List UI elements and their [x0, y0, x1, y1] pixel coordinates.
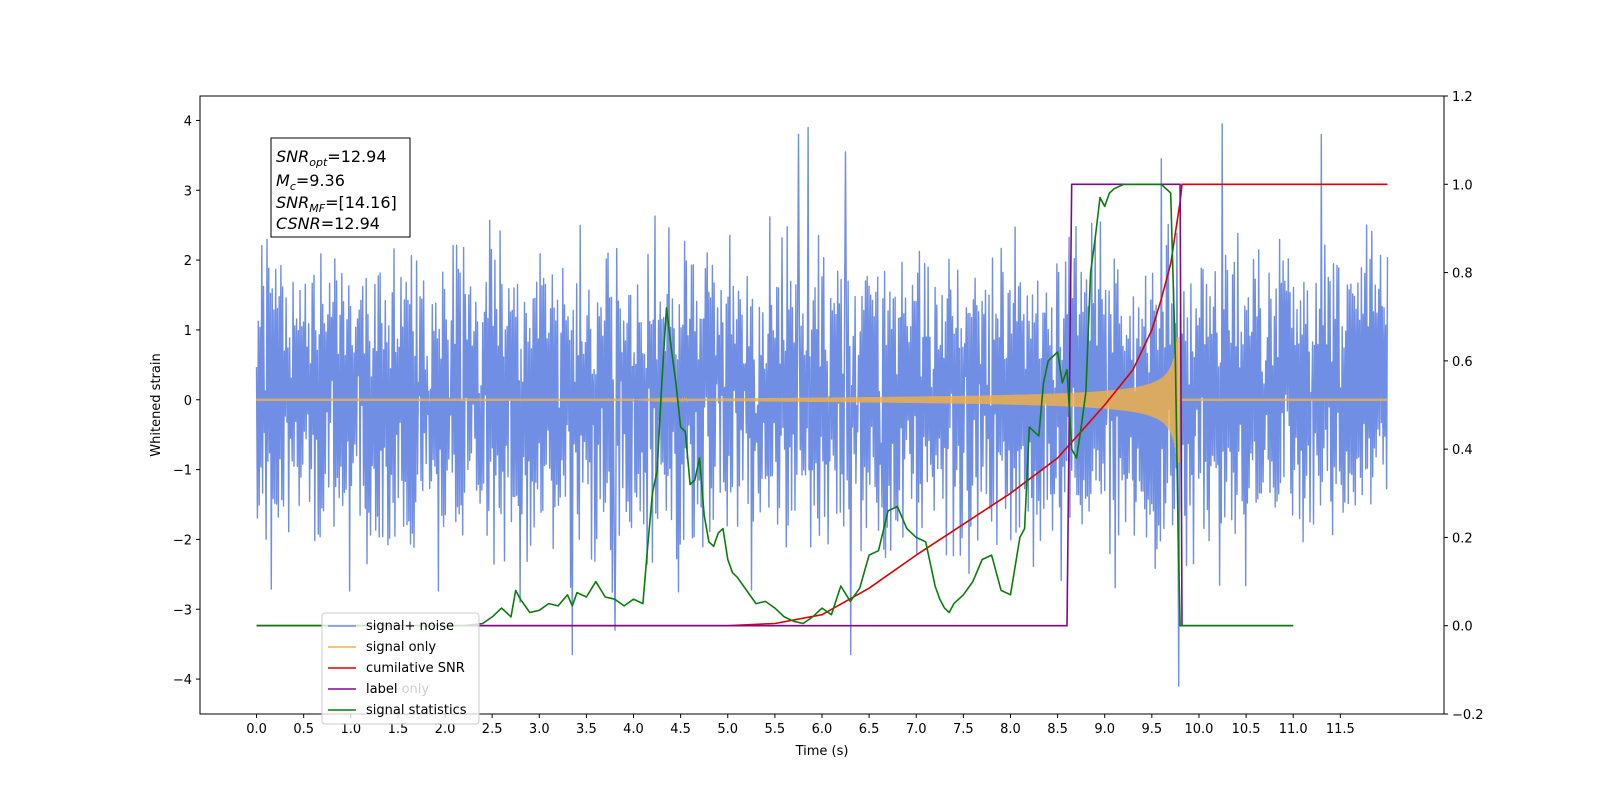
legend-ghost-text: label only: [366, 682, 429, 697]
y2-tick-label: 1.0: [1452, 178, 1473, 193]
x-tick-label: 1.5: [388, 722, 409, 737]
y2-tick-label: 0.2: [1452, 531, 1473, 546]
x-tick-label: 1.0: [340, 722, 361, 737]
y2-tick-label: 0.6: [1452, 355, 1473, 370]
x-tick-label: 6.5: [859, 722, 880, 737]
x-tick-label: 7.5: [953, 722, 974, 737]
y-tick-label: 2: [184, 254, 192, 269]
annotation-line: CSNR=12.94: [276, 214, 380, 233]
annotation-line: SNRopt=12.94: [276, 147, 387, 169]
y-axis-label: Whitened strain: [149, 353, 164, 456]
y-tick-label: 1: [184, 324, 192, 339]
legend-label: signal+ noise: [366, 619, 454, 634]
legend-label: signal statistics: [366, 703, 467, 718]
y2-tick-label: −0.2: [1452, 708, 1484, 723]
x-tick-label: 10.0: [1184, 722, 1213, 737]
x-tick-label: 4.5: [670, 722, 691, 737]
x-axis-label: Time (s): [795, 744, 849, 759]
x-tick-label: 9.0: [1094, 722, 1115, 737]
series-signal-statistics: [256, 183, 1294, 627]
x-tick-label: 3.0: [529, 722, 550, 737]
x-tick-label: 2.5: [482, 722, 503, 737]
y2-tick-label: 0.8: [1452, 267, 1473, 282]
x-tick-label: 5.0: [717, 722, 738, 737]
y-tick-label: 0: [184, 394, 192, 409]
legend-label: signal only: [366, 640, 436, 655]
x-tick-label: 9.5: [1142, 722, 1163, 737]
x-tick-label: 10.5: [1232, 722, 1261, 737]
x-tick-label: 0.5: [293, 722, 314, 737]
series-cumulative-snr: [256, 183, 1388, 627]
x-tick-label: 3.5: [576, 722, 597, 737]
legend-box: [321, 612, 480, 725]
legend-label: label: [366, 682, 397, 697]
series-signal-noise: [255, 123, 1389, 687]
y-tick-label: −1: [173, 464, 192, 479]
x-tick-label: 11.5: [1326, 722, 1355, 737]
legend: label only signal+ noise signal only cum…: [321, 612, 480, 725]
x-tick-label: 11.0: [1279, 722, 1308, 737]
x-tick-label: 5.5: [765, 722, 786, 737]
x-tick-label: 6.0: [812, 722, 833, 737]
y-tick-label: 4: [184, 114, 192, 129]
x-tick-label: 8.0: [1000, 722, 1021, 737]
y2-tick-label: 0.0: [1452, 620, 1473, 635]
annotation-box: SNRopt=12.94 Mc=9.36 SNRMF=[14.16] CSNR=…: [270, 137, 411, 238]
y-tick-label: −3: [173, 603, 192, 618]
x-tick-label: 4.0: [623, 722, 644, 737]
y2-tick-label: 1.2: [1452, 90, 1473, 105]
y-tick-label: −4: [173, 673, 192, 688]
legend-label: cumilative SNR: [366, 661, 465, 676]
y-tick-label: −2: [173, 533, 192, 548]
series-signal-only: [255, 336, 1389, 463]
axes: 0.0 0.5 1.0 1.5 2.0 2.5 3.0 3.5 4.0 4.5 5.0 5.5 6.0 6…: [173, 90, 1484, 737]
x-tick-label: 7.0: [906, 722, 927, 737]
x-tick-label: 8.5: [1047, 722, 1068, 737]
y-tick-label: 3: [184, 184, 192, 199]
y2-tick-label: 0.4: [1452, 443, 1473, 458]
annotation-line: Mc=9.36: [276, 171, 345, 193]
plot-area: [255, 123, 1389, 687]
x-tick-label: 0.0: [246, 722, 267, 737]
x-tick-label: 2.0: [435, 722, 456, 737]
annotation-line: SNRMF=[14.16]: [276, 193, 397, 215]
